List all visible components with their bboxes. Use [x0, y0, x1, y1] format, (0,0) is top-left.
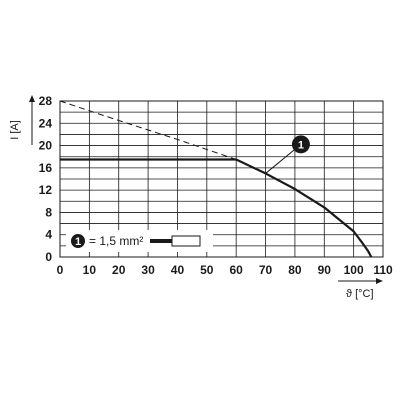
x-axis-arrow-head [376, 278, 383, 284]
x-tick-label: 30 [141, 263, 155, 277]
derating-curve [60, 158, 373, 258]
callout-marker: 1 [265, 135, 310, 174]
marker-circle [291, 135, 310, 154]
x-tick-label: 0 [57, 263, 64, 277]
tick-labels: 0 10 20 30 40 50 60 70 80 90 100 110 0 4 8 12 16 20 24 28 [39, 94, 393, 277]
y-tick-label: 28 [39, 94, 53, 108]
dashed-limit-curve [59, 100, 237, 160]
legend-marker-label: 1 [75, 236, 81, 248]
x-tick-label: 110 [373, 263, 393, 277]
x-tick-label: 100 [344, 263, 364, 277]
x-tick-label: 20 [112, 263, 126, 277]
x-axis-title: ϑ [°C] [338, 278, 383, 300]
legend-wire-ferrule [171, 235, 201, 247]
legend-text: = 1,5 mm² [89, 234, 143, 248]
y-axis-title: I [A] [9, 120, 21, 140]
x-tick-label: 10 [83, 263, 97, 277]
y-tick-label: 20 [39, 139, 53, 153]
legend: 1 = 1,5 mm² [66, 230, 213, 252]
y-tick-label: 24 [39, 116, 53, 130]
y-tick-label: 4 [45, 228, 52, 242]
marker-label: 1 [298, 139, 304, 151]
x-tick-label: 90 [318, 263, 332, 277]
legend-marker-circle [71, 234, 85, 248]
curves [59, 100, 373, 258]
y-tick-label: 12 [39, 183, 53, 197]
y-tick-label: 0 [45, 250, 52, 264]
x-tick-label: 80 [288, 263, 302, 277]
y-axis-label: I [A] [9, 120, 21, 140]
y-tick-label: 16 [39, 161, 53, 175]
y-axis-arrow [29, 95, 35, 145]
x-axis-label: ϑ [°C] [346, 288, 374, 300]
x-tick-label: 50 [200, 263, 214, 277]
x-tick-label: 70 [259, 263, 273, 277]
x-tick-label: 40 [171, 263, 185, 277]
y-axis-arrow-head [29, 95, 35, 102]
x-tick-label: 60 [230, 263, 244, 277]
y-tick-label: 8 [45, 205, 52, 219]
legend-wire-insulation [150, 239, 172, 243]
